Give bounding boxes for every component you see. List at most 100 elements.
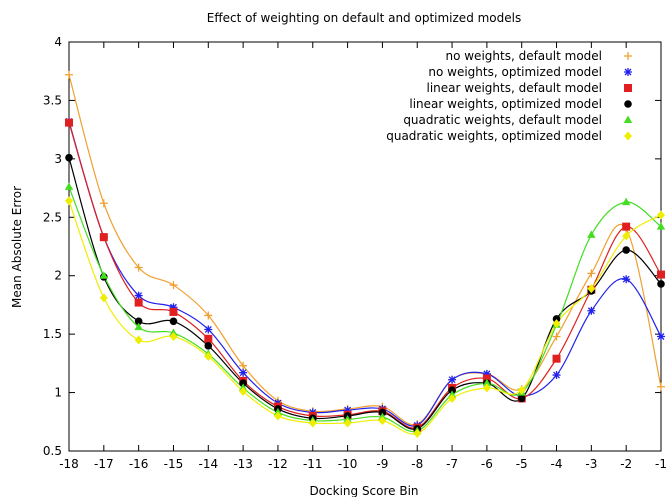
data-point: [169, 281, 178, 290]
data-point: [657, 210, 665, 220]
x-tick-label: -8: [411, 457, 423, 471]
x-tick-label: -14: [198, 457, 218, 471]
data-point: [65, 196, 73, 206]
data-point: [552, 319, 561, 329]
data-point: [657, 382, 665, 391]
series-points-6: [65, 196, 665, 438]
data-point: [552, 354, 561, 363]
data-point: [239, 386, 248, 396]
data-point: [656, 222, 666, 230]
data-point: [99, 271, 109, 279]
legend-marker: [623, 115, 633, 123]
data-point: [622, 275, 631, 284]
data-point: [482, 374, 491, 383]
data-point: [64, 182, 74, 190]
series-line-4: [68, 157, 662, 430]
y-axis-label: Mean Absolute Error: [10, 186, 24, 308]
data-point: [239, 368, 248, 377]
data-point: [99, 199, 108, 208]
data-point: [378, 416, 387, 426]
data-point: [65, 70, 73, 79]
data-point: [448, 375, 457, 384]
data-point: [482, 369, 491, 378]
x-axis-label: Docking Score Bin: [309, 484, 418, 497]
series-line-1: [68, 74, 662, 426]
legend-marker: [624, 68, 632, 76]
data-point: [343, 418, 352, 428]
data-point: [482, 383, 491, 393]
x-tick-label: -4: [551, 457, 563, 471]
data-point: [343, 406, 352, 415]
data-point: [657, 332, 665, 341]
x-tick-label: -12: [268, 457, 288, 471]
legend-marker: [624, 84, 632, 92]
y-tick-label: 0.5: [43, 444, 62, 458]
data-point: [552, 315, 561, 323]
y-tick-label: 1.5: [43, 327, 62, 341]
series-line-5: [68, 186, 662, 433]
legend-label: quadratic weights, optimized model: [386, 129, 602, 143]
axis-ticks: -18 -17 -16 -15 -14 -13 -12 -11 -10 -9 -8 -7 -6 -5 -4-…: [43, 35, 667, 471]
data-point: [622, 246, 630, 254]
data-point: [134, 263, 143, 272]
data-point: [482, 378, 492, 387]
legend-marker: [624, 52, 632, 60]
data-point: [134, 298, 143, 307]
data-point: [448, 393, 457, 403]
data-point: [204, 325, 213, 334]
x-tick-label: -1: [655, 457, 667, 471]
legend-label: quadratic weights, default model: [403, 113, 602, 127]
data-point: [622, 231, 631, 241]
data-point: [657, 280, 665, 288]
chart-title: Effect of weighting on default and optim…: [207, 11, 522, 25]
data-point: [204, 334, 213, 343]
series-line-2: [68, 121, 662, 427]
data-point: [587, 306, 596, 315]
x-tick-label: -10: [338, 457, 358, 471]
legend-marker: [624, 100, 632, 108]
data-point: [134, 317, 143, 326]
data-point: [239, 361, 248, 370]
x-tick-label: -9: [376, 457, 388, 471]
x-tick-label: -5: [516, 457, 528, 471]
x-tick-label: -7: [446, 457, 458, 471]
data-point: [552, 332, 561, 341]
data-point: [134, 291, 143, 300]
data-point: [99, 293, 108, 303]
data-point: [657, 270, 665, 279]
data-point: [204, 351, 213, 361]
data-point: [308, 418, 317, 428]
data-point: [273, 411, 282, 421]
data-point: [65, 118, 73, 127]
data-point: [517, 385, 526, 395]
data-point: [134, 335, 143, 345]
x-tick-label: -16: [129, 457, 149, 471]
x-tick-label: -17: [94, 457, 114, 471]
legend-label: linear weights, default model: [427, 81, 603, 95]
data-point: [204, 311, 213, 320]
x-tick-label: -3: [585, 457, 597, 471]
data-point: [587, 284, 596, 294]
y-tick-label: 3: [54, 152, 62, 166]
data-point: [622, 222, 631, 231]
series-points-5: [64, 182, 666, 435]
data-point: [587, 230, 596, 238]
y-tick-label: 1: [54, 386, 62, 400]
data-point: [517, 394, 526, 403]
plot-area: [68, 41, 662, 452]
plot-border: [68, 41, 662, 452]
data-point: [239, 379, 247, 388]
legend-label: linear weights, optimized model: [409, 97, 602, 111]
x-tick-label: -15: [164, 457, 184, 471]
x-tick-label: -6: [481, 457, 493, 471]
y-tick-label: 3.5: [43, 93, 62, 107]
data-point: [169, 303, 178, 312]
series-line-6: [68, 200, 662, 435]
data-point: [169, 307, 178, 316]
series-points-4: [65, 153, 665, 433]
data-point: [169, 331, 178, 341]
legend: no weights, default model no weights, opt…: [386, 49, 633, 143]
data-point: [65, 153, 73, 162]
data-point: [621, 197, 631, 206]
data-point: [99, 233, 108, 242]
